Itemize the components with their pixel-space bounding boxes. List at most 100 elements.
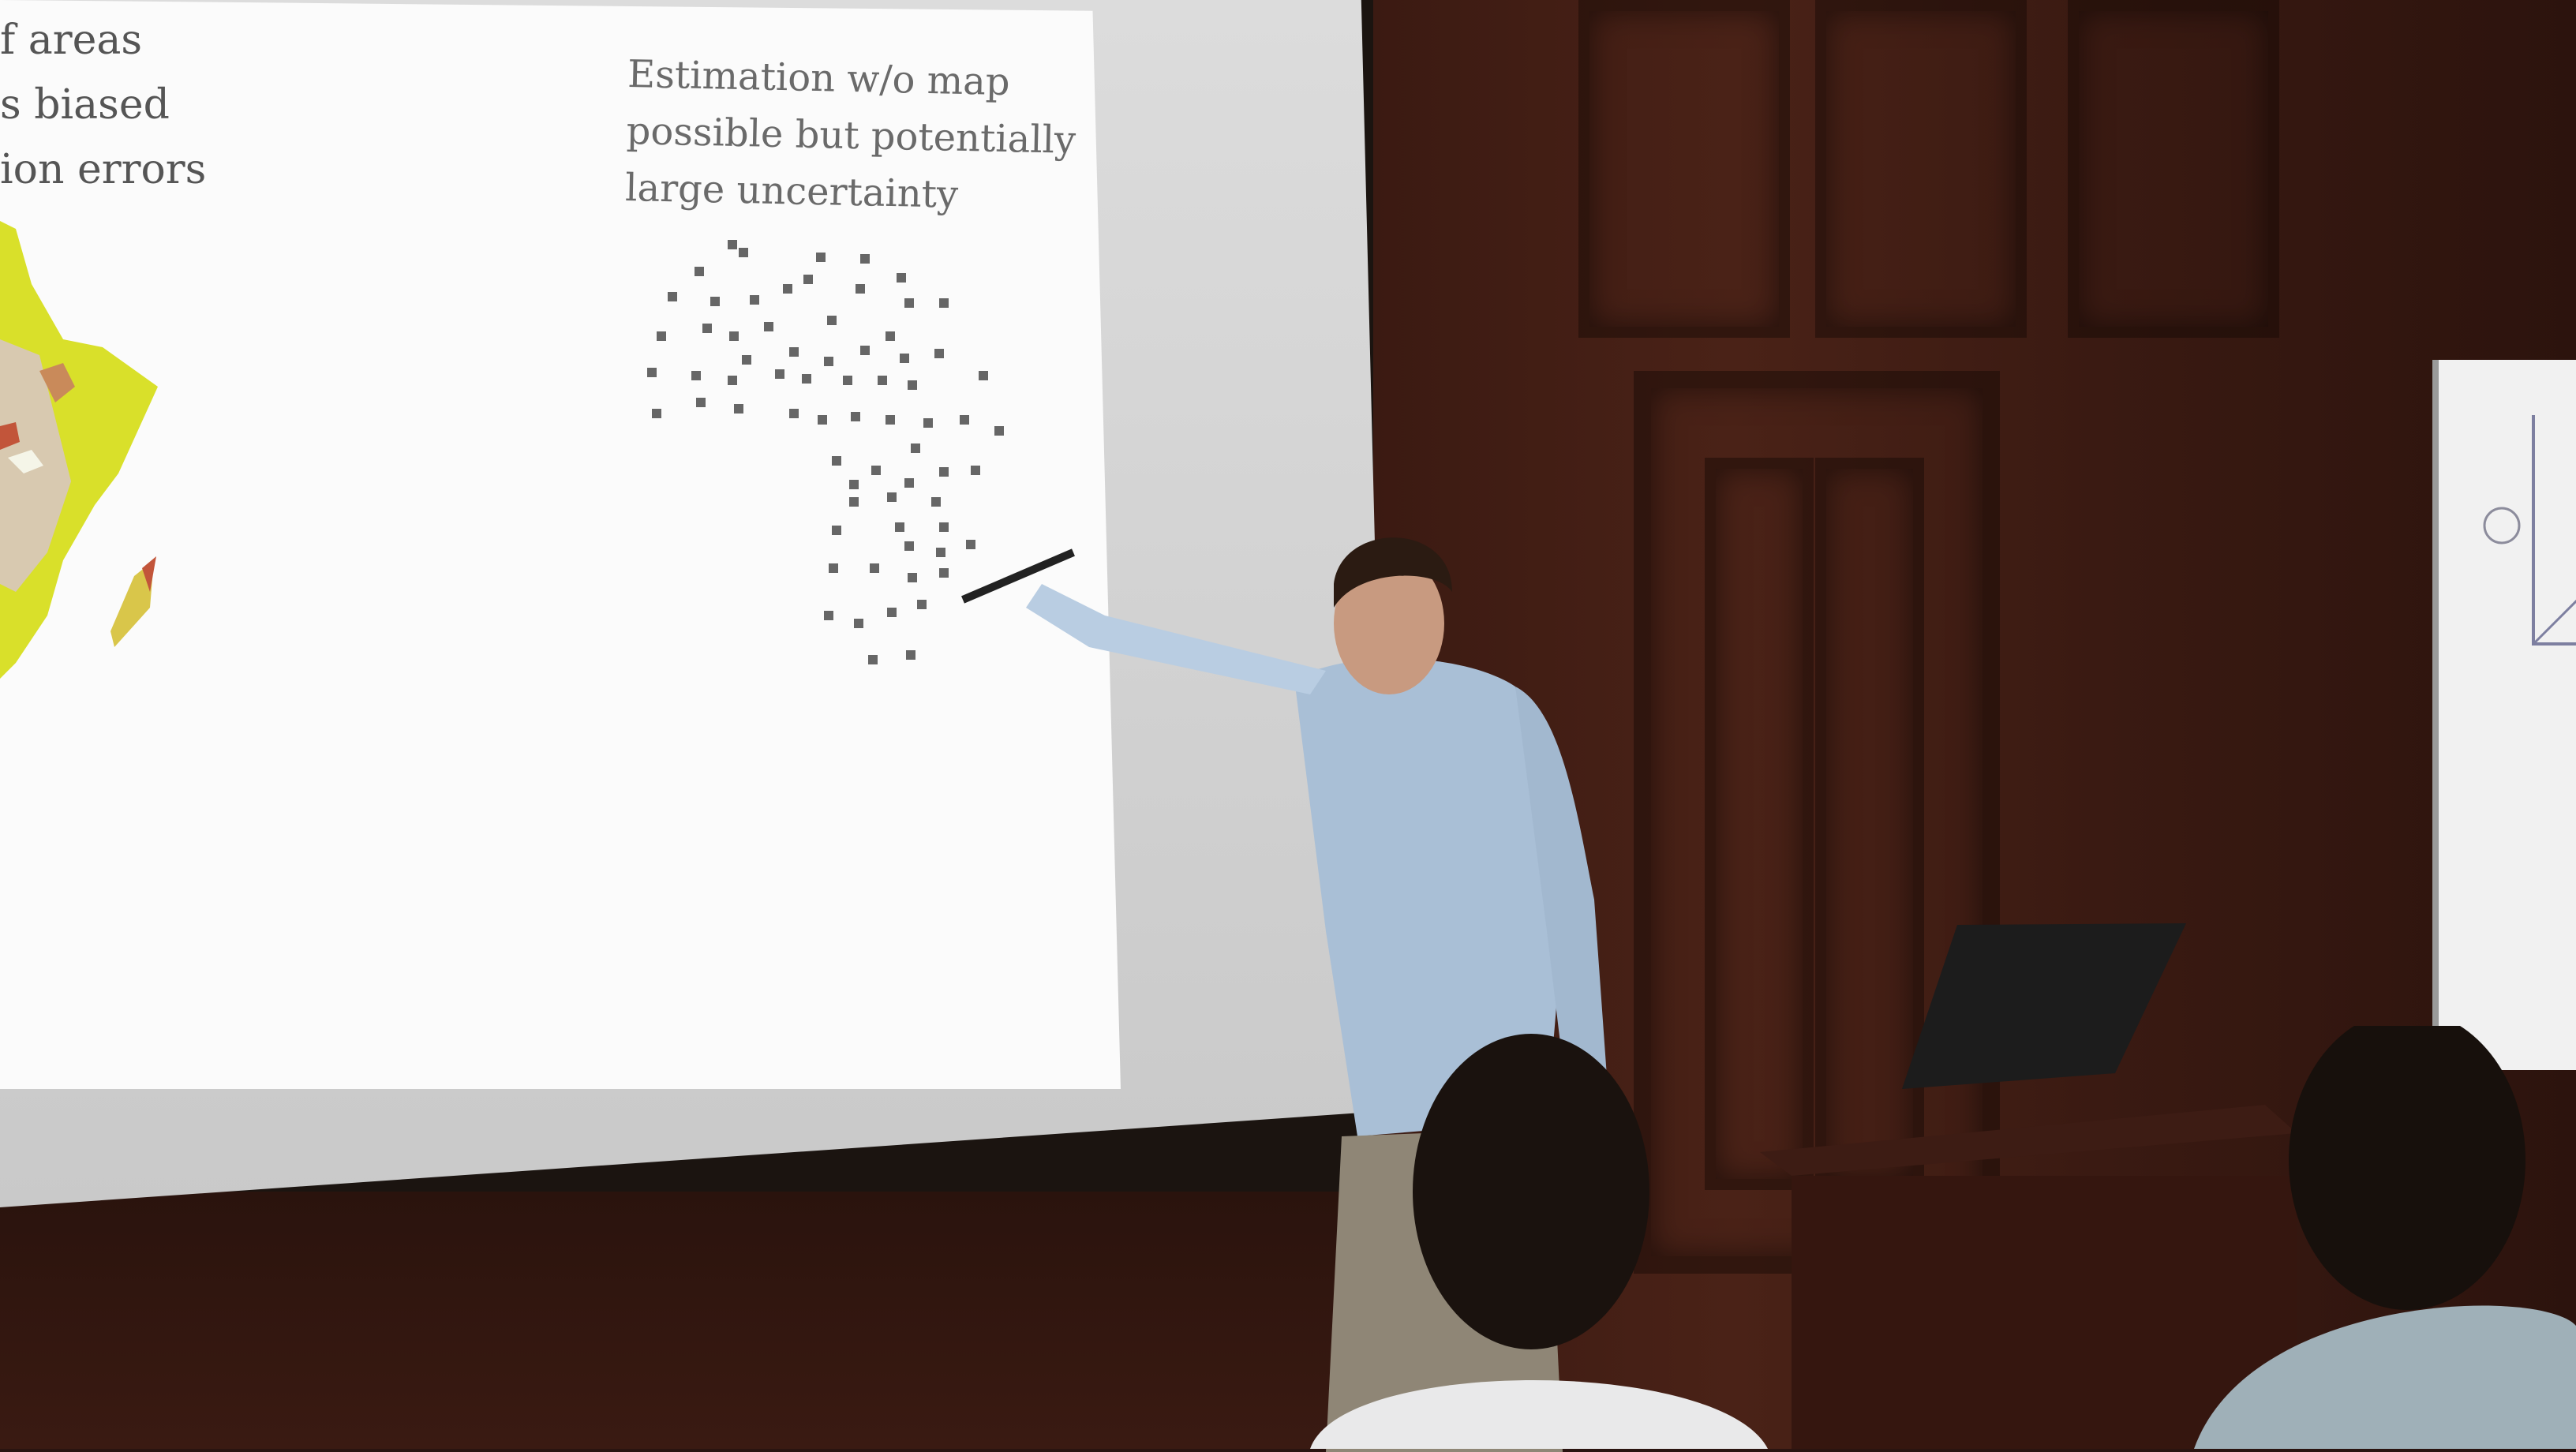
- sample-point: [764, 322, 773, 331]
- sample-point: [936, 548, 945, 557]
- sample-point: [729, 331, 739, 341]
- sample-point: [886, 415, 895, 425]
- slide-left-text: f areas s biased ion errors: [0, 8, 206, 202]
- sample-point: [818, 415, 827, 425]
- podium: [1760, 923, 2297, 1449]
- sample-point: [734, 404, 743, 414]
- sample-point: [832, 526, 841, 535]
- sample-point: [908, 380, 917, 390]
- sample-point: [829, 563, 838, 573]
- sample-point: [856, 284, 865, 294]
- audience-shirt: [1310, 1380, 1768, 1449]
- door-panel: [1705, 458, 1814, 1190]
- sample-point: [824, 611, 833, 620]
- sample-point: [702, 324, 712, 333]
- sample-point: [860, 346, 870, 355]
- sample-point: [860, 254, 870, 264]
- sample-point: [691, 371, 701, 380]
- sample-point: [789, 409, 799, 418]
- sample-point: [742, 355, 751, 365]
- lower-wood-wall: [0, 1192, 1373, 1449]
- sample-point: [939, 467, 949, 477]
- slide-left-line: s biased: [0, 81, 170, 129]
- sample-point: [923, 418, 933, 428]
- whiteboard: [2432, 360, 2576, 1070]
- sample-point: [904, 478, 914, 488]
- sample-point: [895, 522, 904, 532]
- sample-point: [816, 253, 826, 262]
- sample-point: [657, 331, 666, 341]
- audience-head: [2289, 1026, 2525, 1310]
- wall-panel: [2068, 0, 2279, 338]
- sample-point: [843, 376, 852, 385]
- sample-point: [897, 273, 906, 283]
- sample-point: [960, 415, 969, 425]
- sample-point: [739, 248, 748, 257]
- slide-date: 6/4/2015: [900, 0, 992, 13]
- whiteboard-sketch: [2483, 415, 2576, 646]
- sample-point: [832, 456, 841, 466]
- sample-point: [934, 349, 944, 358]
- sample-point: [939, 522, 949, 532]
- sample-point: [728, 240, 737, 249]
- audience-head: [1413, 1034, 1649, 1349]
- sample-point: [887, 608, 897, 617]
- slide: 6/4/2015 f areas s biased ion errors Est…: [0, 0, 1121, 1089]
- screen-frame: 6/4/2015 f areas s biased ion errors Est…: [0, 0, 1389, 1207]
- sample-point: [904, 298, 914, 308]
- sample-point: [979, 371, 988, 380]
- sample-point: [870, 563, 879, 573]
- sample-point: [906, 650, 915, 660]
- sample-point: [851, 412, 860, 421]
- presenter-head: [1334, 552, 1444, 694]
- sample-point: [994, 426, 1004, 436]
- sample-point: [647, 368, 657, 377]
- pointer-pen: [961, 548, 1075, 604]
- sample-point: [827, 316, 837, 325]
- sample-point: [696, 398, 706, 407]
- sample-point: [939, 568, 949, 578]
- slide-right-line: large uncertainty: [624, 165, 959, 217]
- sample-point: [886, 331, 895, 341]
- slide-right-line: possible but potentially: [626, 108, 1076, 163]
- sample-points-plot: [647, 240, 1004, 664]
- sample-point: [931, 497, 941, 507]
- sample-point: [652, 409, 661, 418]
- sample-point: [868, 655, 878, 664]
- audience-shirt: [2194, 1305, 2576, 1449]
- sample-point: [728, 376, 737, 385]
- laptop-screen: [1902, 923, 2186, 1089]
- sample-point: [802, 374, 811, 384]
- sample-point: [849, 480, 859, 489]
- africa-soil-map: [0, 221, 158, 679]
- slide-left-line: ion errors: [0, 146, 207, 193]
- wall-panel: [1815, 0, 2027, 338]
- sample-point: [849, 497, 859, 507]
- slide-right-text: Estimation w/o map possible but potentia…: [624, 46, 1077, 226]
- sample-point: [668, 292, 677, 301]
- sample-point: [971, 466, 980, 475]
- wall-panel: [1578, 0, 1790, 338]
- sample-point: [917, 600, 927, 609]
- sample-point: [710, 297, 720, 306]
- slide-left-line: f areas: [0, 17, 143, 64]
- sample-point: [854, 619, 863, 628]
- projection-screen: 6/4/2015 f areas s biased ion errors Est…: [0, 0, 1389, 1207]
- sample-point: [908, 573, 917, 582]
- sample-point: [911, 443, 920, 453]
- sample-point: [939, 298, 949, 308]
- slide-right-line: Estimation w/o map: [627, 51, 1011, 105]
- sample-point: [824, 357, 833, 366]
- sample-point: [775, 369, 784, 379]
- audience: [1310, 1026, 2576, 1449]
- sample-point: [783, 284, 792, 294]
- sample-point: [871, 466, 881, 475]
- sample-point: [887, 492, 897, 502]
- sample-point: [966, 540, 975, 549]
- sample-point: [803, 275, 813, 284]
- sample-point: [750, 295, 759, 305]
- sample-point: [789, 347, 799, 357]
- sample-point: [878, 376, 887, 385]
- sample-point: [900, 354, 909, 363]
